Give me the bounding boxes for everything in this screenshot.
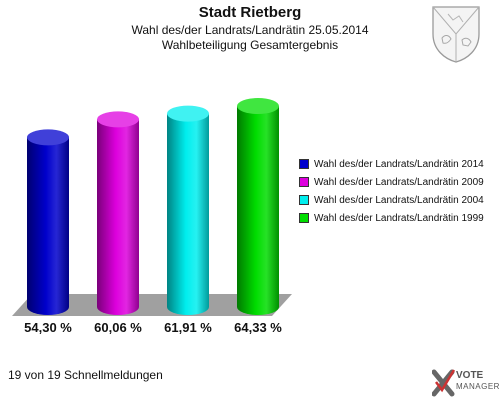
bar-top-1 [27, 129, 69, 146]
legend-label: Wahl des/der Landrats/Landrätin 2009 [314, 176, 484, 188]
legend-label: Wahl des/der Landrats/Landrätin 2004 [314, 194, 484, 206]
bar-top-4 [237, 98, 279, 115]
legend-entry: Wahl des/der Landrats/Landrätin 2004 [299, 193, 484, 207]
logo-text-line2: MANAGER [456, 382, 500, 391]
legend-entry: Wahl des/der Landrats/Landrätin 2014 [299, 157, 484, 171]
coat-of-arms-icon [432, 6, 480, 63]
vote-manager-logo: VOTE MANAGER [431, 368, 500, 398]
chart-subtitle-2: Wahlbeteiligung Gesamtergebnis [161, 38, 339, 52]
legend-entry: Wahl des/der Landrats/Landrätin 2009 [299, 175, 484, 189]
legend-swatch [299, 195, 309, 205]
legend-swatch [299, 213, 309, 223]
footer-status: 19 von 19 Schnellmeldungen [8, 368, 163, 382]
chart-title: Stadt Rietberg [198, 4, 302, 21]
chart-floor [12, 294, 292, 316]
vote-manager-logo-icon [431, 369, 456, 397]
bar-4 [237, 106, 279, 315]
bar-top-3 [167, 105, 209, 122]
bar-3 [167, 113, 209, 315]
chart-legend: Wahl des/der Landrats/Landrätin 2014 Wah… [299, 157, 484, 225]
chart-subtitle: Wahl des/der Landrats/Landrätin 25.05.20… [131, 23, 369, 37]
legend-swatch [299, 177, 309, 187]
legend-label: Wahl des/der Landrats/Landrätin 2014 [314, 158, 484, 170]
bar-2 [97, 119, 139, 315]
bar-value-label-1: 54,30 % [24, 320, 72, 335]
bar-value-label-2: 60,06 % [94, 320, 142, 335]
bar-top-2 [97, 111, 139, 128]
logo-text-line1: VOTE [456, 370, 484, 381]
legend-swatch [299, 159, 309, 169]
bar-value-label-3: 61,91 % [164, 320, 212, 335]
bar-value-label-4: 64,33 % [234, 320, 282, 335]
legend-entry: Wahl des/der Landrats/Landrätin 1999 [299, 211, 484, 225]
bar-1 [27, 137, 69, 315]
legend-label: Wahl des/der Landrats/Landrätin 1999 [314, 212, 484, 224]
